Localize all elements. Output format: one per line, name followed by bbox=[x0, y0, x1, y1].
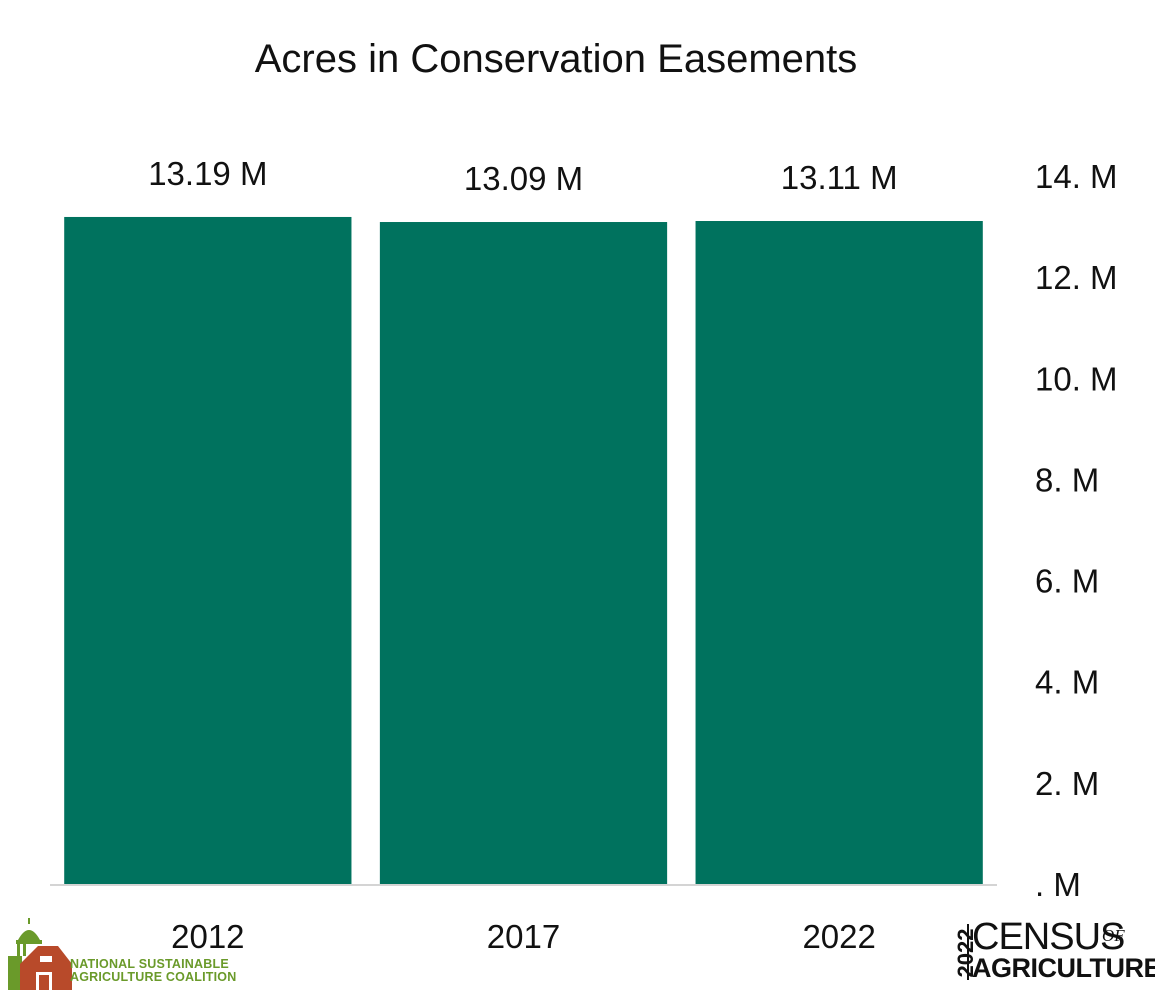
bars-layer bbox=[64, 216, 983, 885]
data-labels-layer: 13.19 M 13.09 M 13.11 M bbox=[148, 155, 897, 197]
y-tick-label: 6. M bbox=[1035, 563, 1099, 600]
census-logo-of: OF bbox=[1102, 926, 1125, 945]
bar-2012 bbox=[64, 216, 352, 884]
y-tick-label: 8. M bbox=[1035, 461, 1099, 498]
x-axis: 2012 2017 2022 bbox=[171, 918, 876, 955]
barn-capitol-icon bbox=[8, 918, 72, 990]
census-logo-agriculture: AGRICULTURE bbox=[972, 953, 1155, 983]
data-label-2017: 13.09 M bbox=[464, 160, 583, 197]
data-label-2012: 13.19 M bbox=[148, 155, 267, 192]
x-tick-label-2012: 2012 bbox=[171, 918, 244, 955]
data-label-2022: 13.11 M bbox=[781, 159, 898, 196]
nsac-logo bbox=[6, 916, 246, 990]
chart-title: Acres in Conservation Easements bbox=[255, 37, 858, 81]
y-tick-label: 2. M bbox=[1035, 765, 1099, 802]
y-tick-label: 14. M bbox=[1035, 158, 1118, 195]
y-tick-label: 10. M bbox=[1035, 360, 1118, 397]
census-logo-divider bbox=[967, 924, 969, 980]
y-axis: . M 2. M 4. M 6. M 8. M 10. M 12. M 14. M bbox=[1035, 158, 1118, 903]
bar-2017 bbox=[379, 222, 668, 884]
x-tick-label-2022: 2022 bbox=[802, 918, 875, 955]
y-tick-label: . M bbox=[1035, 866, 1081, 903]
bar-2022 bbox=[695, 221, 983, 885]
census-logo-word: CENSUS bbox=[972, 916, 1125, 958]
y-tick-label: 4. M bbox=[1035, 664, 1099, 701]
nsac-logo-text: NATIONAL SUSTAINABLE AGRICULTURE COALITI… bbox=[70, 957, 237, 984]
x-tick-label-2017: 2017 bbox=[487, 918, 560, 955]
y-tick-label: 12. M bbox=[1035, 259, 1118, 296]
